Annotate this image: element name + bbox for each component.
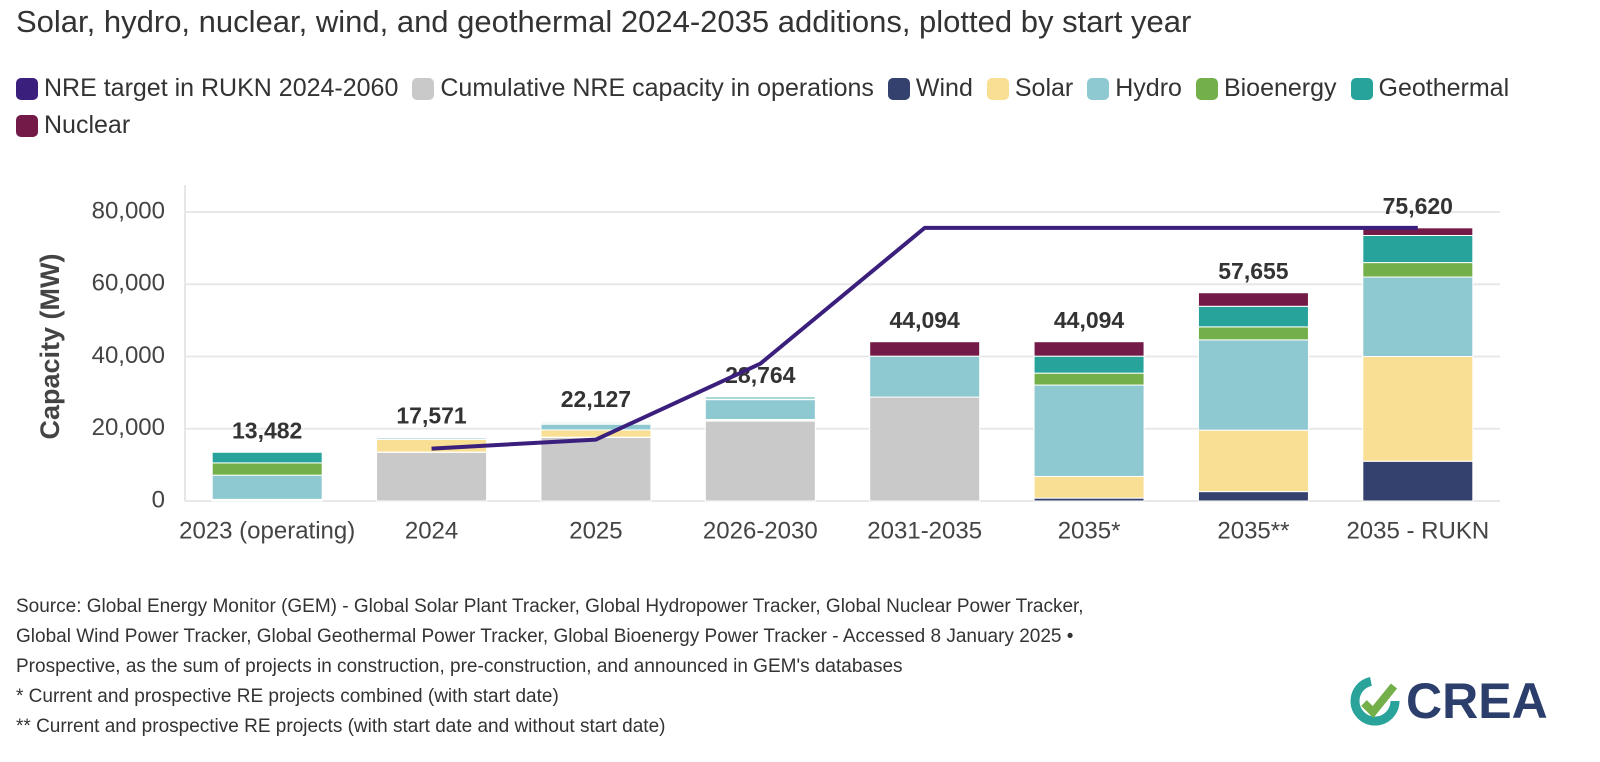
total-label: 13,482 [232,417,302,443]
bar-segment [1362,262,1474,278]
legend-label: Bioenergy [1223,74,1337,102]
legend-label: Hydro [1115,74,1182,102]
legend-swatch [1087,77,1110,100]
total-label: 44,094 [890,307,961,333]
bar-segment [540,429,652,438]
total-label: 17,571 [396,403,467,429]
legend-label: Geothermal [1378,74,1510,102]
note-line: Source: Global Energy Monitor (GEM) - Gl… [16,596,1084,617]
y-axis-title: Capacity (MW) [35,253,65,439]
bar-segment [1033,372,1145,386]
x-tick-label: 2026-2030 [703,517,818,544]
legend: NRE target in RUKN 2024-2060 Cumulative N… [16,74,1586,140]
y-tick-label: 60,000 [92,270,165,297]
legend-label: NRE target in RUKN 2024-2060 [44,74,399,102]
bar-segment [704,420,816,502]
bar-segment [1033,384,1145,477]
bar-segment [1362,460,1474,502]
bar-segment [1197,292,1309,307]
bar-segment [211,462,323,476]
x-tick-label: 2035** [1217,517,1289,544]
bar-segment [1362,356,1474,462]
logo-icon [1350,676,1400,726]
legend-item: Bioenergy [1195,74,1337,103]
logo-text: CREA [1406,673,1548,729]
legend-label: Wind [915,74,973,102]
bar-segment [1197,305,1309,328]
legend-label: Solar [1014,74,1074,102]
legend-label: Cumulative NRE capacity in operations [440,74,874,102]
bar-segment [540,437,652,502]
legend-swatch [887,77,910,100]
bar-segment [376,451,488,502]
logo: CREA [1350,672,1548,730]
x-tick-label: 2024 [405,517,458,544]
legend-label: Nuclear [44,111,131,139]
bar-segment [1362,234,1474,264]
bar-segment [869,396,981,502]
legend-item: Cumulative NRE capacity in operations [412,74,874,103]
legend-swatch [16,114,38,137]
legend-item: Solar [986,74,1074,103]
x-tick-label: 2025 [569,517,622,544]
note-line: ** Current and prospective RE projects (… [16,716,666,737]
legend-item: NRE target in RUKN 2024-2060 [16,74,398,103]
total-label: 57,655 [1218,258,1289,284]
legend-item: Hydro [1087,74,1182,103]
notes: Source: Global Energy Monitor (GEM) - Gl… [16,592,1084,742]
total-label: 22,127 [561,386,631,412]
legend-item: Geothermal [1350,74,1510,103]
bar-segment [704,396,816,400]
y-tick-label: 40,000 [92,342,165,369]
bar-segment [1033,475,1145,499]
bar-segment [1197,429,1309,493]
legend-item: Wind [887,74,973,103]
bar-segment [1362,276,1474,357]
bar-segment [1033,341,1145,357]
bar-segment [1033,355,1145,374]
bar-segment [869,341,981,357]
legend-swatch [986,77,1009,100]
note-line: Global Wind Power Tracker, Global Geothe… [16,626,1074,647]
bar-segment [211,474,323,500]
bar-segment [540,420,652,423]
note-line: * Current and prospective RE projects co… [16,686,559,707]
legend-swatch [16,77,38,100]
bar-segment [704,399,816,420]
x-tick-label: 2023 (operating) [179,517,355,544]
note-line: Prospective, as the sum of projects in c… [16,656,903,677]
total-label: 44,094 [1054,307,1125,333]
bar-segment [1197,339,1309,431]
legend-swatch [412,77,435,100]
bar-segment [211,451,323,464]
x-tick-label: 2035* [1058,517,1121,544]
bar-segment [1197,491,1309,502]
legend-swatch [1195,77,1218,100]
bar-segment [1197,326,1309,341]
legend-swatch [1350,77,1373,100]
chart-title: Solar, hydro, nuclear, wind, and geother… [16,4,1192,39]
target-line [431,225,1418,451]
legend-item: Nuclear [16,111,130,140]
total-label: 75,620 [1383,193,1453,219]
y-tick-label: 0 [152,486,165,513]
x-tick-label: 2035 - RUKN [1346,517,1489,544]
y-tick-label: 80,000 [92,197,165,224]
x-tick-label: 2031-2035 [867,517,982,544]
bar-segment [869,355,981,398]
y-tick-label: 20,000 [92,414,165,441]
bar-segment [540,423,652,431]
